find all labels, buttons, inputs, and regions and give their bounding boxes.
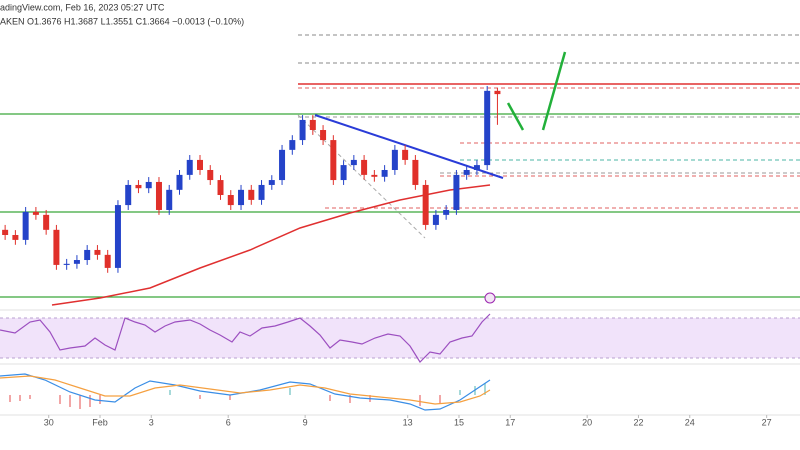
candle-body: [238, 189, 245, 206]
candle-body: [155, 181, 162, 210]
candle-body: [279, 149, 286, 181]
x-tick-label: Feb: [92, 417, 108, 427]
candle-body: [166, 189, 173, 210]
candle-body: [63, 263, 70, 265]
candle-body: [443, 209, 450, 215]
x-tick-label: 17: [505, 417, 515, 427]
chart-subtitle: AKEN O1.3676 H1.3687 L1.3551 C1.3664 −0.…: [0, 16, 244, 26]
candle-body: [114, 205, 121, 268]
candle-body: [320, 130, 327, 141]
x-tick-label: 20: [582, 417, 592, 427]
candle-body: [217, 180, 224, 196]
rsi-band: [0, 318, 800, 358]
candle-body: [94, 249, 101, 255]
candle-body: [145, 181, 152, 189]
event-icon: [484, 292, 496, 304]
candle-body: [207, 169, 214, 181]
candle-body: [494, 90, 501, 95]
candle-body: [186, 159, 193, 175]
levels: [0, 34, 800, 306]
candle-body: [2, 229, 9, 235]
candle-body: [453, 174, 460, 210]
candle-body: [330, 140, 337, 181]
signal-line: [0, 375, 491, 405]
candle-body: [412, 159, 419, 185]
x-tick-label: 27: [762, 417, 772, 427]
x-tick-label: 30: [44, 417, 54, 427]
candle-body: [258, 184, 265, 200]
macd-line: [0, 373, 491, 411]
candle-body: [484, 90, 491, 166]
channel-line: [297, 114, 426, 239]
candle-body: [22, 211, 29, 240]
candle-body: [248, 189, 255, 200]
candle-body: [309, 119, 316, 131]
candle-body: [125, 184, 132, 206]
candle-body: [104, 254, 111, 268]
candle-body: [422, 184, 429, 225]
candle-body: [176, 174, 183, 190]
candle-body: [473, 165, 480, 170]
candle-body: [361, 159, 368, 175]
candle-body: [299, 119, 306, 141]
candle-body: [135, 184, 142, 189]
candle-body: [391, 149, 398, 170]
candle-body: [340, 165, 347, 181]
candle-body: [268, 180, 275, 185]
candle-body: [402, 149, 409, 160]
candle-body: [350, 159, 357, 166]
candle-body: [73, 260, 80, 264]
chart-title: adingView.com, Feb 16, 2023 05:27 UTC: [0, 2, 165, 12]
candle-body: [381, 169, 388, 177]
candle-body: [53, 229, 60, 265]
candle-body: [227, 195, 234, 206]
candle-body: [289, 140, 296, 150]
projection-arrow: [506, 102, 525, 131]
candle-body: [12, 234, 19, 240]
candle-body: [371, 174, 378, 177]
candle-body: [197, 159, 203, 170]
x-tick-label: 13: [403, 417, 413, 427]
x-tick-label: 3: [149, 417, 154, 427]
x-tick-label: 24: [685, 417, 695, 427]
projection-arrow: [541, 51, 567, 131]
candle-body: [32, 211, 39, 215]
candle-body: [43, 214, 50, 230]
candle-body: [84, 249, 91, 261]
candle-body: [463, 169, 470, 175]
x-tick-label: 6: [226, 417, 231, 427]
x-tick-label: 22: [633, 417, 643, 427]
x-tick-label: 9: [303, 417, 308, 427]
x-tick-label: 15: [454, 417, 464, 427]
rsi-line: [0, 313, 491, 363]
trend-line: [314, 114, 504, 179]
candle-body: [432, 214, 439, 225]
